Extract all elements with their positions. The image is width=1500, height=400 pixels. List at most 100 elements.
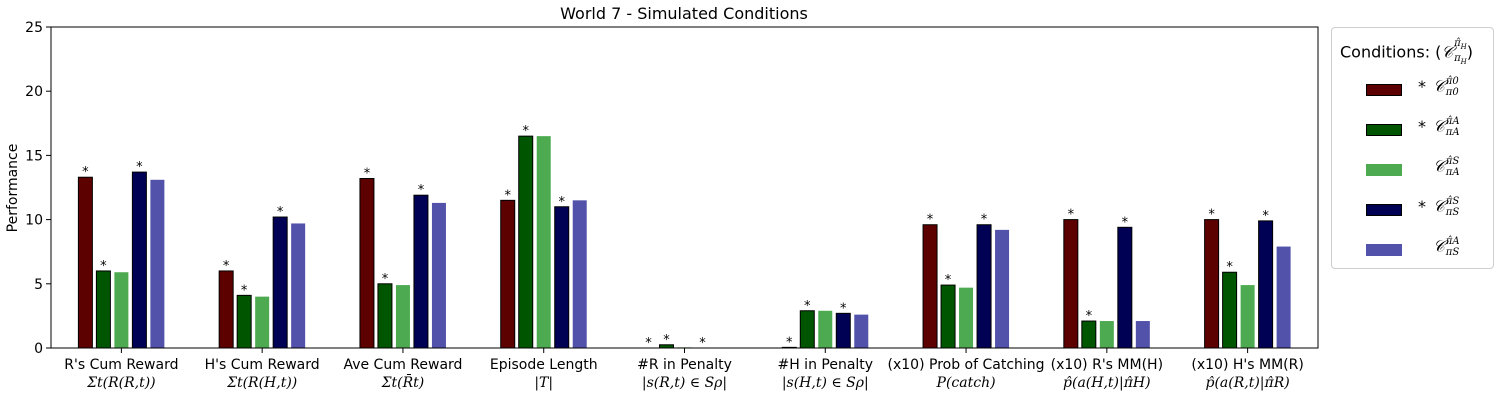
- x-tick-formula: p̂(a(R,t)|π̂R): [1205, 375, 1289, 391]
- significance-asterisk: *: [786, 335, 793, 350]
- significance-asterisk: *: [1122, 215, 1129, 230]
- significance-asterisk: *: [927, 213, 934, 228]
- significance-asterisk: *: [1086, 309, 1093, 324]
- significance-asterisk: *: [82, 165, 89, 180]
- x-tick-formula: Σt(R(H,t)): [226, 375, 297, 391]
- bar: [1258, 220, 1274, 349]
- legend-swatch: [1366, 84, 1402, 96]
- bar: [940, 284, 956, 349]
- bar: [835, 312, 851, 349]
- chart-title: World 7 - Simulated Conditions: [560, 4, 808, 23]
- y-tick-label: 10: [25, 213, 43, 229]
- x-tick-label: Ave Cum Reward: [343, 357, 462, 373]
- bar: [291, 223, 306, 348]
- significance-asterisk: *: [840, 301, 847, 316]
- bar: [1222, 271, 1238, 349]
- x-axis-ticks: R's Cum Reward Σt(R(R,t)) H's Cum Reward Σt…: [64, 348, 1304, 391]
- bar: [131, 171, 147, 349]
- bar: [236, 294, 252, 349]
- x-tick-label: H's Cum Reward: [205, 357, 320, 373]
- bar: [1099, 321, 1114, 348]
- significance-asterisk: *: [699, 336, 706, 351]
- x-tick-formula: p̂(a(H,t)|π̂H): [1063, 375, 1151, 391]
- legend-swatch: [1366, 204, 1402, 216]
- bar: [1117, 226, 1133, 349]
- significance-asterisk: *: [522, 124, 529, 139]
- legend-title: Conditions: (𝒞 π̂H πH): [1340, 38, 1474, 66]
- bar: [959, 287, 974, 348]
- bar: [1063, 219, 1079, 349]
- significance-asterisk: *: [223, 259, 230, 274]
- bar: [572, 200, 587, 348]
- bar: [431, 202, 446, 348]
- bar: [1081, 320, 1097, 349]
- bar: [395, 285, 410, 348]
- significance-asterisk: *: [981, 213, 988, 228]
- significance-asterisk: *: [945, 273, 952, 288]
- bar: [255, 296, 270, 348]
- bar: [77, 176, 93, 349]
- significance-asterisk: *: [645, 336, 652, 351]
- bar: [150, 179, 165, 348]
- y-tick-label: 15: [25, 148, 43, 164]
- legend-swatch: [1366, 244, 1402, 256]
- significance-asterisk: *: [1068, 208, 1075, 223]
- bar: [500, 199, 516, 349]
- x-tick-label: #H in Penalty: [777, 357, 873, 373]
- y-axis-label: Performance: [5, 144, 21, 233]
- bar: [799, 310, 815, 349]
- significance-asterisk: *: [558, 195, 565, 210]
- bar: [377, 283, 393, 349]
- significance-asterisk: *: [277, 205, 284, 220]
- bar: [1240, 285, 1255, 348]
- y-axis-ticks: 0 5 10 15 20 25: [25, 20, 51, 357]
- legend-swatch: [1366, 124, 1402, 136]
- y-tick-label: 25: [25, 20, 43, 36]
- x-tick-label: (x10) R's MM(H): [1051, 357, 1163, 373]
- bar: [114, 272, 129, 348]
- x-tick-formula: |s(H,t) ∈ Sρ|: [782, 375, 869, 391]
- bar: [854, 314, 869, 348]
- bar: [536, 136, 551, 348]
- y-tick-label: 20: [25, 84, 43, 100]
- bar: [976, 224, 992, 349]
- legend-swatch: [1366, 164, 1402, 176]
- significance-asterisk: *: [1226, 260, 1233, 275]
- bar: [1204, 219, 1220, 349]
- x-tick-label: (x10) Prob of Catching: [888, 357, 1045, 373]
- significance-asterisk: *: [241, 283, 248, 298]
- plot-frame: [50, 26, 1319, 349]
- x-tick-formula: |T|: [534, 375, 553, 391]
- bar: [1135, 321, 1150, 348]
- significance-asterisk: *: [504, 188, 511, 203]
- significance-asterisk: *: [364, 167, 371, 182]
- bar-series: * * * * * * * * * * * * * * * * * * * * * * * * * * *: [77, 124, 1291, 351]
- bar: [1276, 246, 1291, 348]
- x-tick-label: #R in Penalty: [637, 357, 732, 373]
- bar: [95, 270, 111, 349]
- x-tick-formula: Σt(R̄t): [381, 373, 425, 391]
- significance-asterisk: *: [100, 259, 107, 274]
- significance-asterisk: *: [382, 272, 389, 287]
- x-tick-formula: Σt(R(R,t)): [86, 375, 156, 391]
- x-tick-label: R's Cum Reward: [64, 357, 178, 373]
- bar: [818, 310, 833, 348]
- significance-asterisk: *: [1208, 208, 1215, 223]
- significance-asterisk: *: [663, 333, 670, 348]
- bar: [518, 135, 534, 349]
- bar: [272, 216, 288, 349]
- x-tick-formula: P(catch): [936, 375, 996, 391]
- bar: [218, 270, 234, 349]
- significance-asterisk: *: [804, 299, 811, 314]
- significance-asterisk: *: [418, 183, 425, 198]
- x-tick-formula: |s(R,t) ∈ Sρ|: [642, 375, 727, 391]
